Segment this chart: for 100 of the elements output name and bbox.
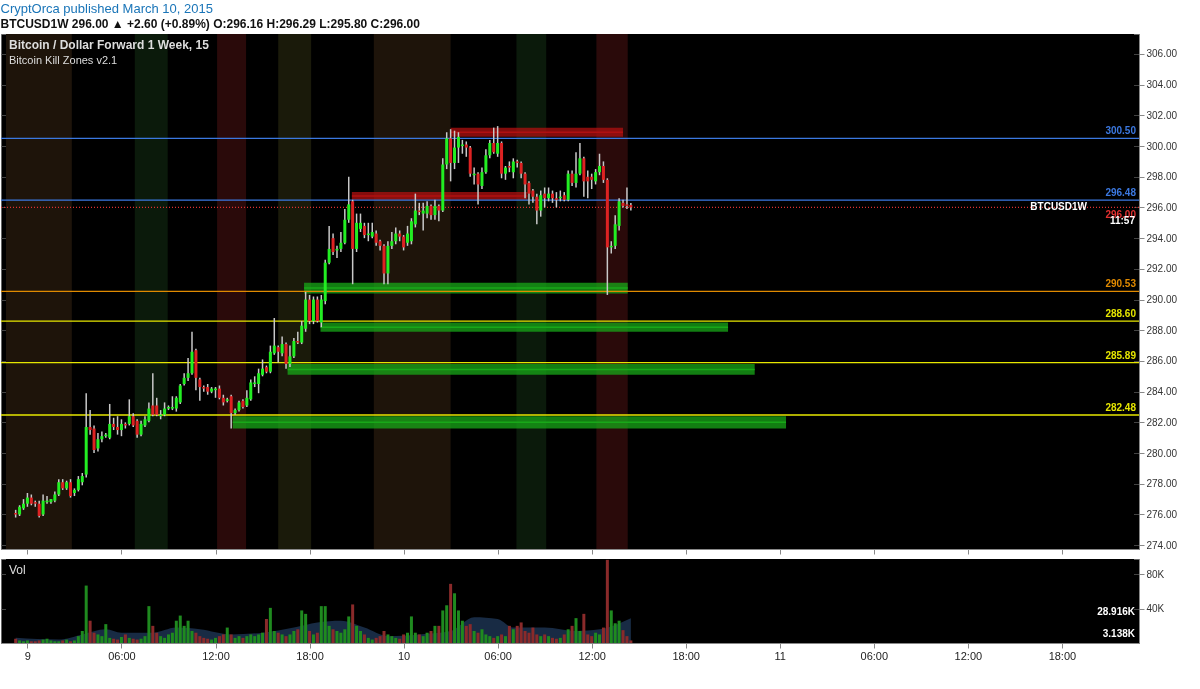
ref-line-label: 288.60 (1105, 308, 1137, 320)
annotation: BTCUSD1W (1030, 201, 1088, 213)
bar (621, 630, 625, 643)
candlestick (598, 152, 602, 176)
bar (382, 631, 386, 643)
candlestick (535, 192, 539, 226)
candlestick (92, 424, 96, 454)
candlestick (511, 157, 515, 180)
bar (14, 638, 18, 643)
y-tick-label: 280.00 (1146, 447, 1178, 459)
candlestick (433, 199, 437, 221)
candlestick (155, 397, 159, 417)
bar (421, 636, 425, 643)
bar (315, 632, 319, 643)
bar (72, 640, 76, 643)
bar (347, 616, 351, 643)
bar (166, 634, 170, 643)
bar (339, 632, 343, 643)
bar (374, 637, 378, 643)
bar (433, 625, 437, 643)
candlestick (406, 225, 410, 247)
ref-line-label: 285.89 (1105, 349, 1137, 361)
bar (594, 632, 598, 643)
x-tick-label: 06:00 (860, 649, 889, 662)
bar (562, 634, 566, 643)
bar (221, 634, 225, 643)
bar (429, 631, 433, 643)
bar (500, 634, 504, 643)
y-tick-label: 306.00 (1146, 48, 1178, 60)
bar (296, 629, 300, 643)
bar (527, 632, 531, 643)
candlestick (421, 202, 425, 232)
bar (18, 640, 22, 643)
candlestick (41, 493, 45, 517)
y-tick-label: 282.00 (1146, 416, 1178, 428)
bar (335, 631, 339, 643)
bar (609, 610, 613, 643)
bar (104, 624, 108, 643)
bar (186, 620, 190, 643)
bar (468, 624, 472, 643)
bar (476, 632, 480, 643)
bar (112, 638, 116, 643)
ref-line-label: 296.48 (1105, 187, 1137, 199)
candlestick (492, 126, 496, 155)
bar (139, 638, 143, 643)
bar (531, 627, 535, 643)
x-tick-label: 06:00 (484, 649, 512, 662)
bar (551, 637, 554, 643)
candlestick (135, 418, 139, 439)
chart-subtitle: BTCUSD1W 296.00 ▲ +2.60 (+0.89%) O:296.16 H:296.29 L:295.80 C:296.00 (0, 16, 421, 31)
bar (84, 585, 88, 643)
bar (178, 615, 182, 643)
candlestick (268, 344, 272, 374)
bar (245, 636, 249, 643)
bar (355, 625, 359, 643)
bar (61, 640, 65, 643)
bar (554, 638, 558, 643)
candlestick (331, 232, 335, 256)
candlestick (453, 129, 457, 170)
bar (507, 625, 511, 643)
bar (323, 606, 327, 643)
bar (241, 637, 245, 643)
bar (237, 636, 241, 643)
bar (257, 634, 261, 643)
bar (135, 639, 139, 643)
candlestick (496, 125, 500, 158)
bar (300, 610, 304, 643)
bar (402, 634, 406, 643)
candlestick (257, 367, 261, 394)
bar (558, 637, 562, 643)
bar (198, 636, 202, 643)
x-tick-label: 12:00 (202, 649, 230, 662)
annotation: 3.138K (1102, 628, 1136, 640)
bar (570, 625, 574, 643)
bar (366, 637, 370, 643)
y-tick-label: 284.00 (1146, 386, 1178, 398)
bar (65, 639, 69, 643)
bar (147, 606, 151, 643)
bar (605, 559, 609, 643)
annotation: 28.916K (1097, 606, 1136, 618)
bar (370, 639, 374, 643)
ref-line-label: 282.48 (1105, 401, 1137, 413)
candlestick (308, 294, 312, 325)
bar (304, 613, 308, 643)
bar (253, 636, 257, 643)
bar (574, 618, 578, 643)
bar (249, 634, 253, 643)
bar (362, 634, 366, 643)
bar (284, 636, 288, 643)
y-tick-label: 40K (1146, 603, 1165, 615)
bar (159, 636, 163, 643)
bar (453, 593, 457, 643)
bar (174, 620, 178, 643)
bar (390, 636, 394, 643)
candlestick (296, 331, 300, 345)
bar (25, 640, 29, 643)
bar (151, 625, 155, 643)
bar (437, 625, 441, 643)
x-tick-label: 18:00 (1048, 649, 1077, 662)
bar (202, 637, 206, 643)
